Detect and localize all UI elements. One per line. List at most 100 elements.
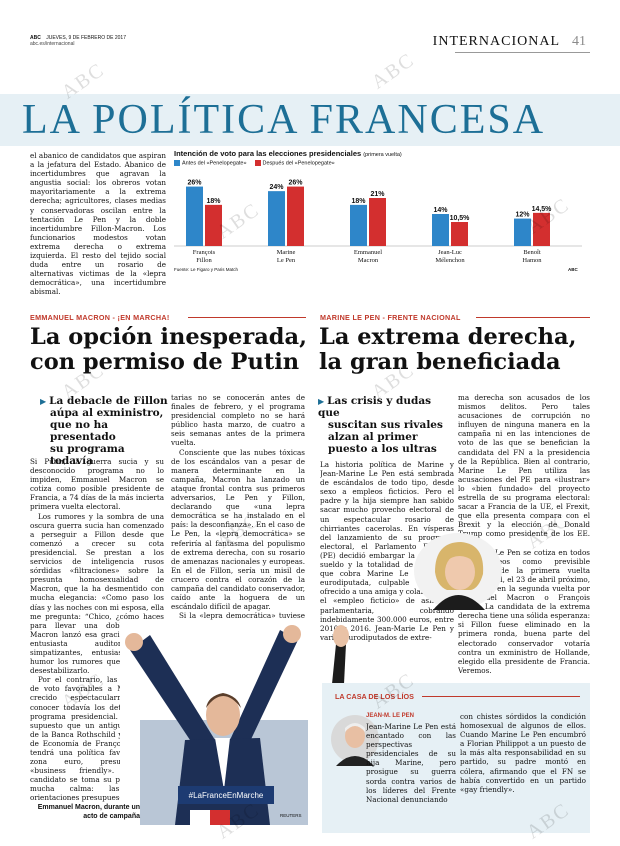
legend-swatch-after <box>254 160 261 166</box>
banner-title: LA POLÍTICA FRANCESA <box>22 97 546 143</box>
sidebar-sub-kicker: JEAN-M. LE PEN <box>366 713 415 719</box>
macron-kicker: EMMANUEL MACRON - ¡EN MARCHA! <box>30 313 170 322</box>
chart-source: Fuente: Le Figaro y Paris Match <box>174 267 239 272</box>
lepen-photo <box>414 533 502 610</box>
chart-data-label: 26% <box>187 180 202 187</box>
legend-swatch-before <box>174 160 180 166</box>
chart-subtitle: (primera vuelta) <box>363 152 402 158</box>
chart-title-main: Intención de voto para las elecciones pr… <box>174 149 362 158</box>
legend-label-before: Antes del «Penelopegate» <box>182 160 247 167</box>
chart-data-label: 18% <box>206 198 221 205</box>
macron-subhead-line-2: aúpa al exministro, <box>50 407 164 419</box>
chart-data-label: 18% <box>351 198 366 205</box>
macron-subhead-line-4: su programa todavía <box>50 443 125 467</box>
macron-subhead: ▶ La debacle de Fillon aúpa al exministro… <box>40 395 168 467</box>
sidebar-kicker: LA CASA DE LOS LÍOS <box>335 692 414 701</box>
lepen-col2-p1: ma derecha son acusados de los mismos de… <box>458 393 590 548</box>
publication-date: JUEVES, 9 DE FEBRERO DE 2017 <box>46 35 126 41</box>
chart-category-label: François <box>193 249 216 256</box>
chart-category-label: Mélenchon <box>435 257 465 264</box>
legend-item-after: Después del «Penelopegate» <box>254 160 335 167</box>
chart-bar <box>432 214 449 246</box>
page-header: ABC JUEVES, 9 DE FEBRERO DE 2017 abc.es/… <box>30 35 126 47</box>
chart-bar <box>186 186 203 246</box>
chart-category-label: Le Pen <box>277 257 296 264</box>
chart-category-label: Emmanuel <box>354 249 382 256</box>
sidebar-kicker-rule <box>422 696 580 697</box>
lepen-column-1: La historia política de Marine y Jean-Ma… <box>320 460 454 682</box>
chart-data-label: 10,5% <box>450 215 471 222</box>
macron-col1-p1: Si Putin, la guerra sucia y su desconoci… <box>30 457 164 512</box>
chart-data-label: 21% <box>370 191 385 198</box>
macron-column-2: tarias no se conocerán antes de finales … <box>171 393 305 621</box>
lepen-subhead-line-3: alzan al primer <box>328 431 418 443</box>
macron-col2-p2: Consciente que las nubes tóxicas de los … <box>171 447 305 612</box>
chart-category-label: Fillon <box>196 257 212 264</box>
chart-data-label: 24% <box>269 184 284 191</box>
chart-category-label: Benoît <box>523 249 541 256</box>
chart-legend: Antes del «Penelopegate» Después del «Pe… <box>174 160 335 166</box>
sidebar-column-2: con chistes sórdidos la condición homose… <box>460 712 586 794</box>
page-number: 41 <box>572 34 586 49</box>
section-url: abc.es/internacional <box>30 41 75 47</box>
macron-kicker-rule <box>188 317 306 318</box>
chart-bar <box>205 204 222 246</box>
lepen-raised-arm-photo <box>332 625 349 684</box>
lepen-headline: La extrema derecha, la gran beneficiada <box>319 325 576 375</box>
jean-marie-photo <box>331 715 379 766</box>
triangle-icon: ▶ <box>318 396 325 406</box>
intro-text: el abanico de candidatos que aspiran a l… <box>30 151 166 297</box>
macron-photo-caption: Emmanuel Macron, durante un acto de camp… <box>37 804 140 820</box>
chart-category-label: Marine <box>277 249 296 256</box>
watermark: ABC <box>367 48 419 94</box>
chart-data-label: 14,5% <box>532 206 553 213</box>
lepen-kicker: MARINE LE PEN - FRENTE NACIONAL <box>320 313 461 322</box>
macron-headline-line-2: con permiso de Putin <box>30 349 300 375</box>
chart-data-label: 26% <box>288 180 303 187</box>
chart-category-label: Jean-Luc <box>438 249 462 256</box>
chart-bar <box>451 222 468 246</box>
section-title: INTERNACIONAL <box>432 34 560 49</box>
macron-headline: La opción inesperada, con permiso de Put… <box>30 325 307 375</box>
chart-bar <box>268 191 285 246</box>
macron-headline-line-1: La opción inesperada, <box>30 324 307 350</box>
lepen-col1-p1: La historia política de Marine y Jean-Ma… <box>320 460 454 642</box>
macron-photo-credit: REUTERS <box>280 813 302 818</box>
chart-data-label: 14% <box>433 207 448 214</box>
chart-bar <box>514 218 531 246</box>
macron-col1-p2: Los rumores y la sombra de una oscura gu… <box>30 511 164 676</box>
chart-title: Intención de voto para las elecciones pr… <box>174 149 402 158</box>
macron-subhead-line-1: ▶ La debacle de Fillon <box>40 395 168 407</box>
macron-subhead-line-3: que no ha presentado <box>50 419 116 443</box>
triangle-icon: ▶ <box>40 396 47 406</box>
macron-col1-p3: Por el contrario, las intenciones de vot… <box>30 675 164 803</box>
legend-label-after: Después del «Penelopegate» <box>262 160 335 167</box>
sidebar-column-1: Jean-Marine Le Pen está encantado con la… <box>366 722 456 804</box>
publication-name: ABC <box>30 35 41 41</box>
header-rule <box>455 52 590 53</box>
macron-photo: #LaFranceEnMarche <box>120 620 308 825</box>
chart-bar <box>533 212 550 246</box>
lepen-column-2: ma derecha son acusados de los mismos de… <box>458 393 590 681</box>
section-banner: LA POLÍTICA FRANCESA <box>0 94 620 146</box>
lepen-subhead: ▶ Las crisis y dudas que suscitan sus riv… <box>318 395 453 455</box>
chart-category-label: Hamon <box>522 257 542 264</box>
macron-column-1: Si Putin, la guerra sucia y su desconoci… <box>30 457 164 805</box>
macron-sign-text: #LaFranceEnMarche <box>189 791 264 800</box>
chart-category-label: Macron <box>358 257 379 264</box>
chart-credit: ABC <box>568 267 578 272</box>
lepen-subhead-line-2: suscitan sus rivales <box>328 419 443 431</box>
lepen-kicker-rule <box>476 317 590 318</box>
lepen-subhead-line-1: ▶ Las crisis y dudas que <box>318 395 432 419</box>
legend-item-before: Antes del «Penelopegate» <box>174 160 247 166</box>
chart-bar <box>287 186 304 246</box>
chart-data-label: 12% <box>515 212 530 219</box>
lepen-headline-line-1: La extrema derecha, <box>319 324 577 350</box>
lepen-headline-line-2: la gran beneficiada <box>319 349 561 375</box>
lepen-col2-p2: Marine Le Pen se cotiza en todos los son… <box>458 547 590 675</box>
macron-col2-p1: tarias no se conocerán antes de finales … <box>171 393 305 448</box>
chart-bar <box>350 204 367 246</box>
lepen-subhead-line-4: puesto a los ultras <box>328 443 437 455</box>
chart-bar <box>369 198 386 246</box>
